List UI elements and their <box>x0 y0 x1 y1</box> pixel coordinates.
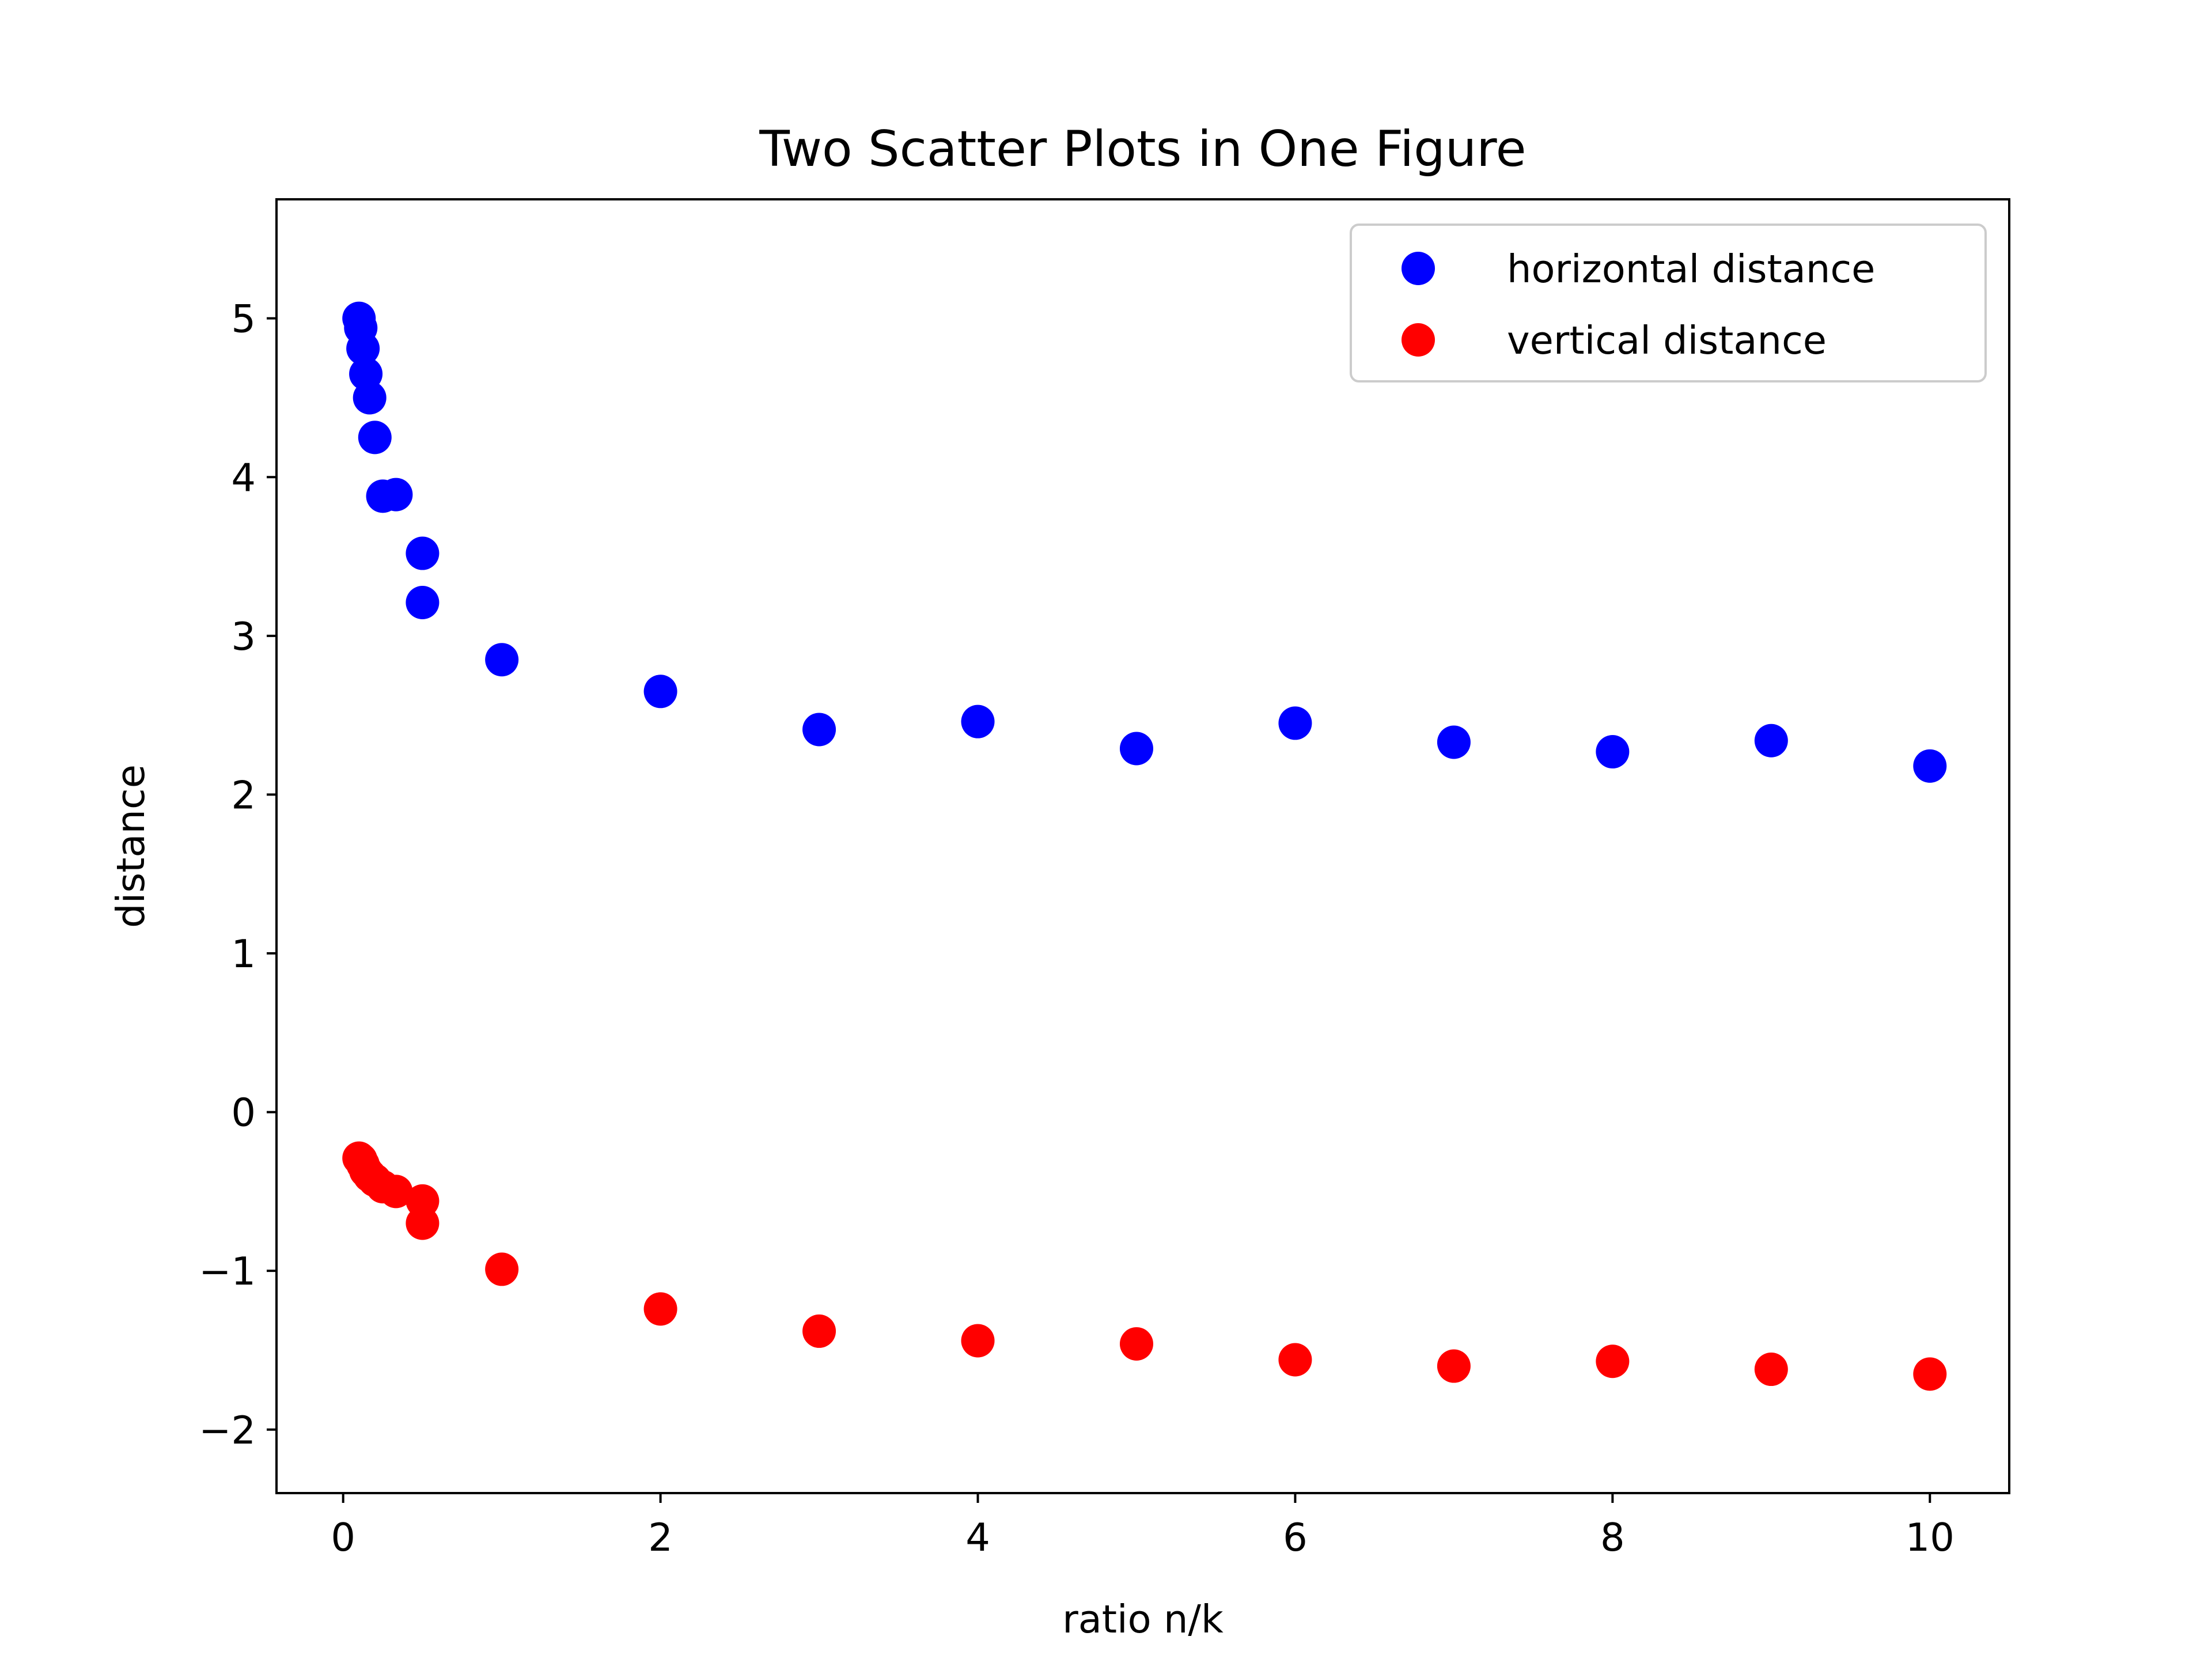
x-tick-label: 4 <box>965 1515 990 1560</box>
legend-marker-horizontal <box>1402 252 1435 285</box>
series-horizontal <box>342 301 1947 783</box>
scatter-points <box>342 301 1947 1391</box>
y-tick-label: 2 <box>231 772 256 817</box>
data-point <box>485 643 519 677</box>
data-point <box>1119 732 1153 766</box>
data-point <box>346 332 380 366</box>
x-tick-label: 0 <box>331 1515 355 1560</box>
data-point <box>1278 1343 1312 1377</box>
data-point <box>961 1324 995 1358</box>
y-tick-label: 3 <box>231 614 256 659</box>
plot-area-frame <box>275 198 2010 1494</box>
x-tick-label: 2 <box>648 1515 673 1560</box>
data-point <box>1754 1353 1788 1387</box>
data-point <box>406 585 440 619</box>
data-point <box>802 713 836 747</box>
data-point <box>1913 749 1947 783</box>
y-tick-label: 5 <box>231 297 256 342</box>
data-point <box>379 1175 413 1209</box>
data-point <box>961 704 995 738</box>
x-tick-label: 8 <box>1600 1515 1625 1560</box>
data-point <box>1119 1327 1153 1361</box>
x-axis-label: ratio n/k <box>1062 1597 1224 1642</box>
y-tick-label: 1 <box>231 931 256 976</box>
data-point <box>1754 724 1788 757</box>
legend-label-horizontal: horizontal distance <box>1507 247 1875 291</box>
legend-label-vertical: vertical distance <box>1507 318 1827 363</box>
legend-box <box>1350 224 1987 382</box>
x-axis-ticks: 0 2 4 6 8 10 <box>331 1493 1955 1560</box>
data-point <box>802 1314 836 1348</box>
legend: horizontal distance vertical distance <box>1350 224 1987 382</box>
chart-title: Two Scatter Plots in One Figure <box>759 120 1526 178</box>
data-point <box>643 675 677 709</box>
y-tick-label: 0 <box>231 1090 256 1135</box>
data-point <box>1278 706 1312 740</box>
y-axis-label: distance <box>108 764 153 928</box>
x-tick-label: 6 <box>1283 1515 1308 1560</box>
series-vertical <box>342 1141 1947 1391</box>
x-tick-label: 10 <box>1906 1515 1955 1560</box>
data-point <box>1596 1344 1630 1378</box>
data-point <box>379 478 413 512</box>
data-point <box>1437 1349 1471 1383</box>
y-tick-label: −2 <box>199 1408 256 1453</box>
data-point <box>1596 735 1630 769</box>
data-point <box>485 1252 519 1286</box>
legend-marker-vertical <box>1402 323 1435 357</box>
y-tick-label: −1 <box>199 1249 256 1294</box>
y-tick-label: 4 <box>231 455 256 500</box>
data-point <box>406 536 440 570</box>
data-point <box>353 381 387 415</box>
data-point <box>643 1292 677 1326</box>
data-point <box>1913 1357 1947 1391</box>
y-axis-ticks: −2 −1 0 1 2 3 4 5 <box>199 297 276 1453</box>
data-point <box>1437 725 1471 759</box>
data-point <box>358 421 392 454</box>
data-point <box>406 1206 440 1240</box>
